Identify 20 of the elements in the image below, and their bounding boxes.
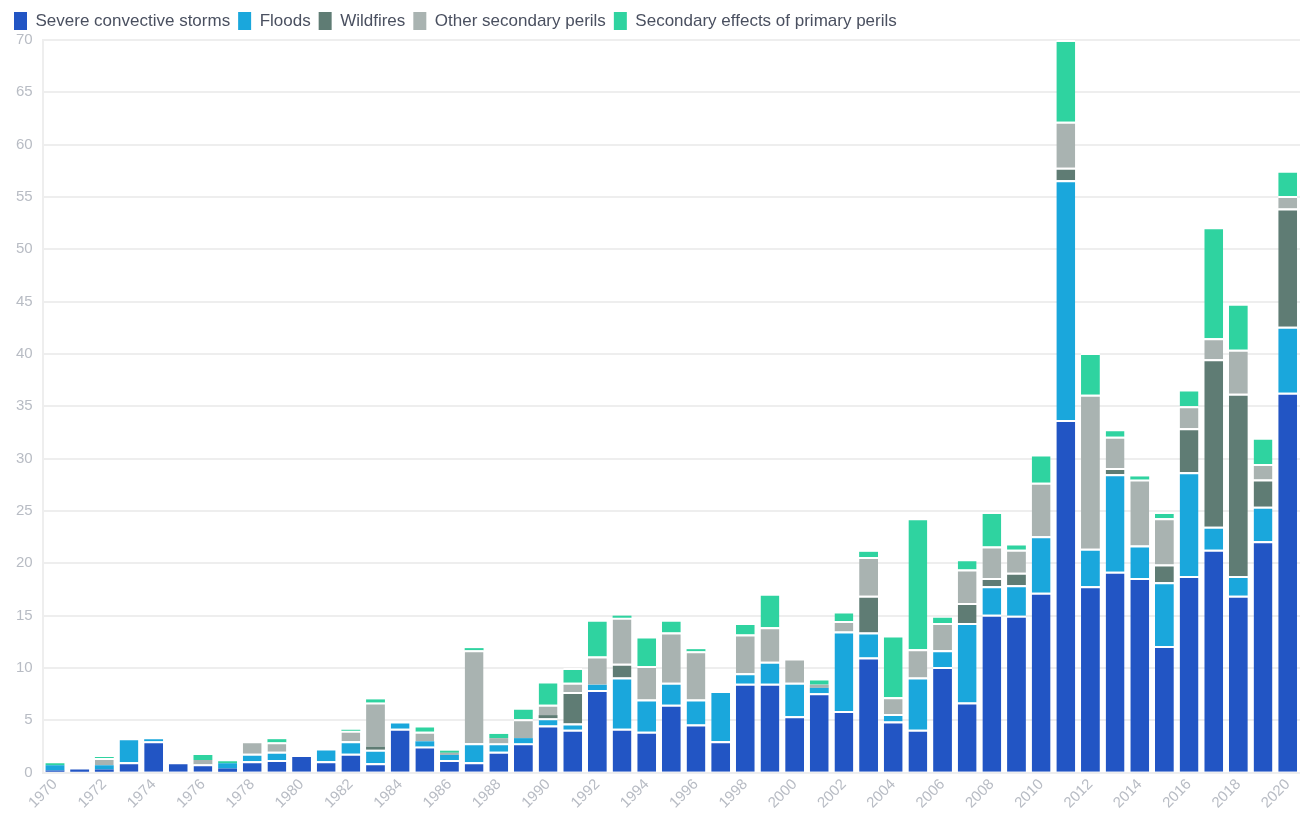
y-tick-label: 15 [16,605,33,623]
legend-label: Severe convective storms [35,10,231,30]
legend-label: Other secondary perils [434,10,606,30]
y-tick-label: 30 [16,448,33,466]
y-tick-label: 20 [16,553,33,571]
y-tick-label: 65 [16,82,33,100]
y-tick-label: 25 [16,501,33,519]
y-tick-label: 45 [16,291,33,309]
y-tick-label: 5 [24,710,33,728]
y-tick-label: 60 [16,134,33,152]
y-tick-label: 35 [16,396,33,414]
legend-label: Secondary effects of primary perils [635,10,897,30]
y-tick-label: 55 [16,187,33,205]
legend-label: Floods [259,10,311,30]
y-tick-label: 0 [24,762,33,780]
y-tick-label: 40 [16,344,33,362]
y-tick-label: 50 [16,239,33,257]
y-tick-label: 70 [16,30,33,48]
legend-label: Wildfires [340,10,406,30]
y-tick-label: 10 [16,658,33,676]
